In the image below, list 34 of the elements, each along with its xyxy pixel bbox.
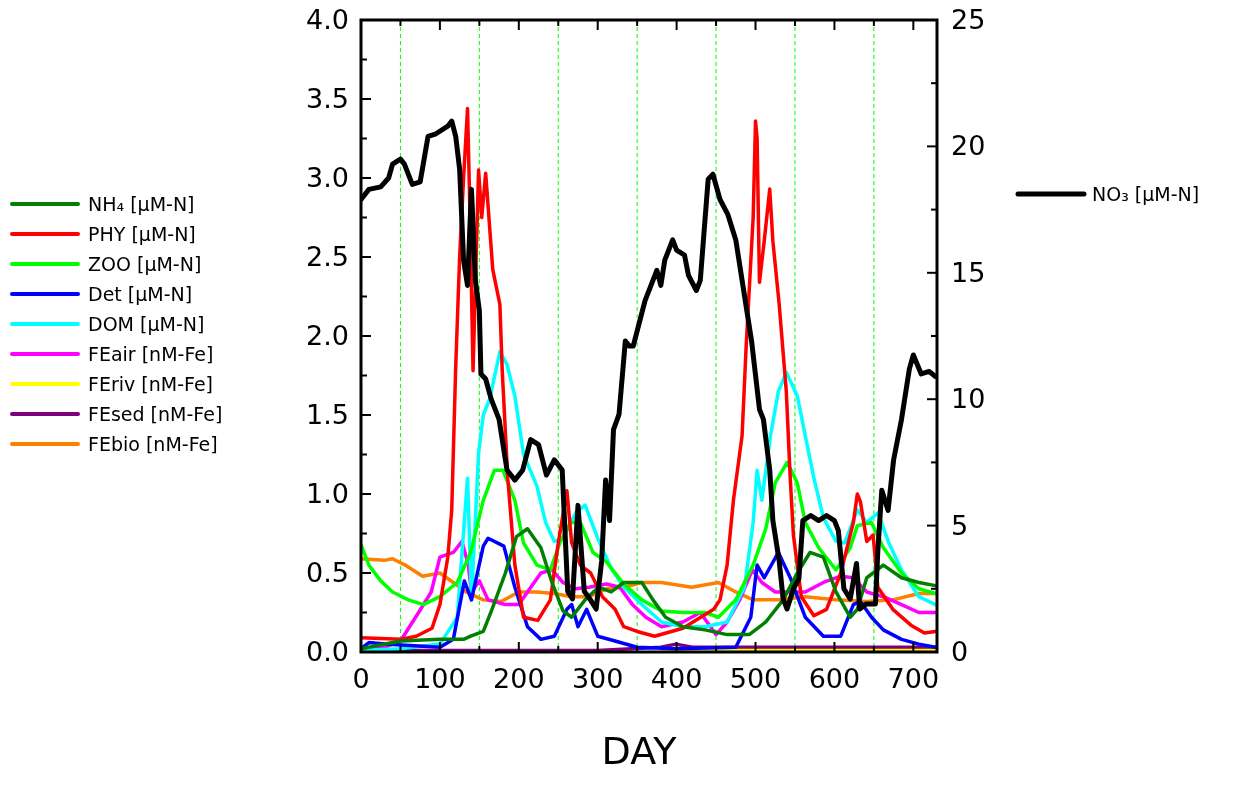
legend-label: PHY [μM-N] <box>88 223 196 245</box>
x-tick-label: 0 <box>352 663 370 694</box>
legend-label: FEsed [nM-Fe] <box>88 403 223 425</box>
y-tick-label: 2.5 <box>306 241 349 272</box>
legend-label: FEriv [nM-Fe] <box>88 373 214 395</box>
x-tick-label: 700 <box>887 663 940 694</box>
legend-label: Det [μM-N] <box>88 283 193 305</box>
y-tick-label: 0.5 <box>306 557 349 588</box>
x-tick-label: 100 <box>414 663 466 694</box>
x-axis-title: DAY <box>601 729 678 773</box>
legend-label: NH₄ [μM-N] <box>88 193 195 215</box>
x-tick-label: 300 <box>571 663 624 694</box>
y2-tick-label: 20 <box>951 130 986 162</box>
x-tick-label: 500 <box>729 663 782 694</box>
x-tick-label: 600 <box>808 663 861 694</box>
x-tick-label: 200 <box>493 663 545 694</box>
y-tick-label: 0.0 <box>306 636 349 667</box>
y2-tick-label: 0 <box>951 636 969 667</box>
legend-label: FEbio [nM-Fe] <box>88 433 218 455</box>
y2-tick-label: 10 <box>951 383 986 415</box>
legend-label: DOM [μM-N] <box>88 313 205 335</box>
y-tick-label: 1.5 <box>306 399 349 430</box>
legend-label: ZOO [μM-N] <box>88 253 202 275</box>
y-tick-label: 1.0 <box>306 478 349 509</box>
y-tick-label: 3.0 <box>306 162 349 193</box>
y2-tick-label: 15 <box>951 256 986 288</box>
y2-tick-label: 5 <box>951 509 969 541</box>
y-tick-label: 2.0 <box>306 320 349 351</box>
y2-tick-label: 25 <box>951 4 986 35</box>
legend-label: FEair [nM-Fe] <box>88 343 214 365</box>
x-tick-label: 400 <box>650 663 703 694</box>
y-tick-label: 4.0 <box>306 4 349 35</box>
y-tick-label: 3.5 <box>306 83 349 114</box>
legend-label: NO₃ [μM-N] <box>1092 183 1200 205</box>
